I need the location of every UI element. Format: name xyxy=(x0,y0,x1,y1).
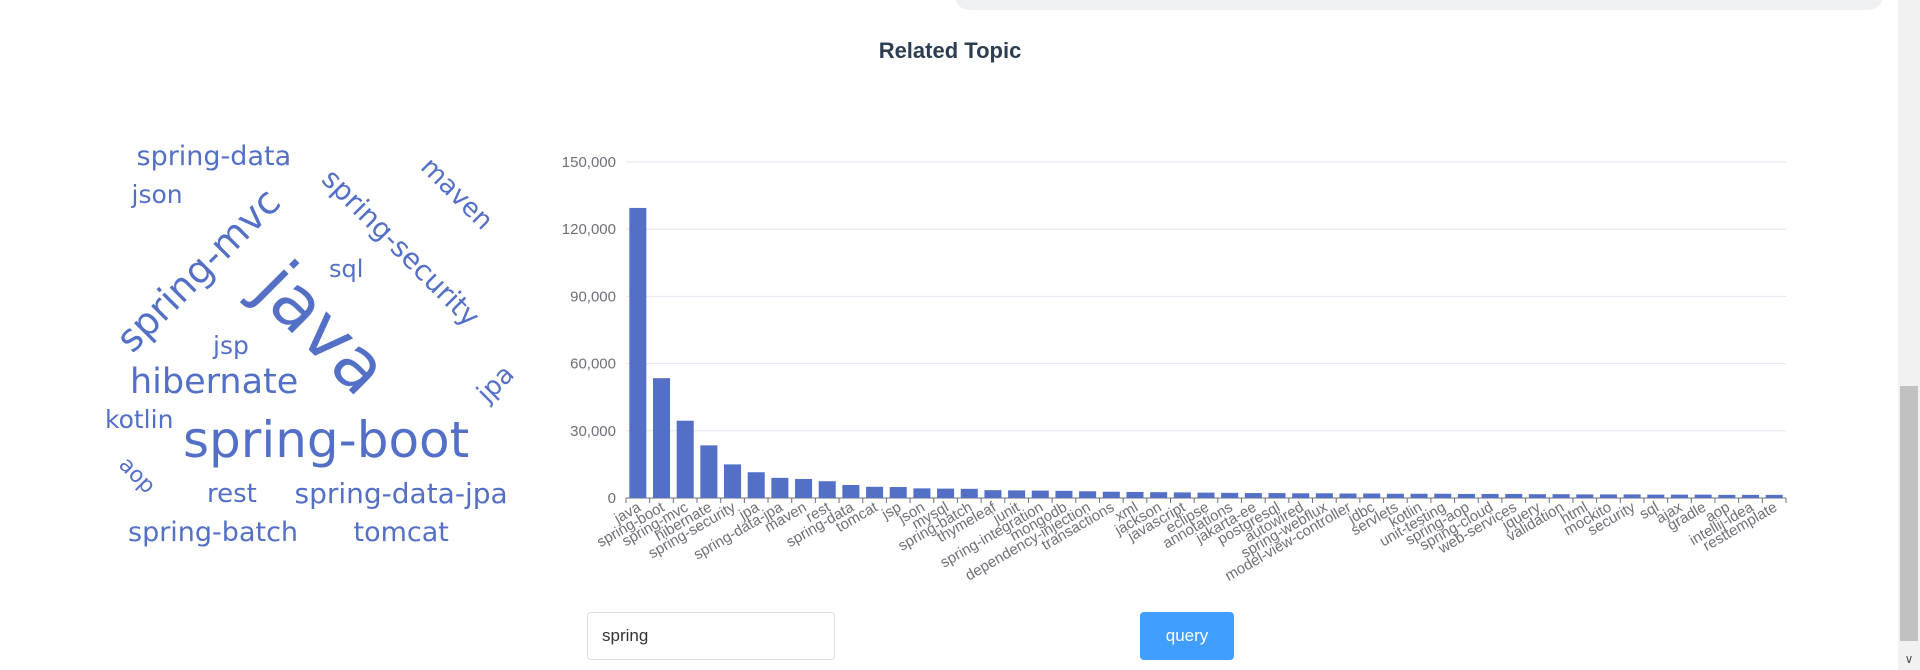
y-tick-label: 30,000 xyxy=(570,423,616,440)
bar xyxy=(1457,493,1475,498)
bar xyxy=(1173,492,1191,498)
bar xyxy=(842,485,860,498)
bar xyxy=(1741,494,1760,498)
cloud-word[interactable]: kotlin xyxy=(105,404,174,434)
scroll-down-arrow-icon[interactable]: ∨ xyxy=(1904,652,1914,666)
bar xyxy=(1505,493,1523,498)
cloud-word[interactable]: sql xyxy=(329,255,364,283)
cloud-word[interactable]: tomcat xyxy=(353,516,449,548)
cloud-word[interactable]: json xyxy=(131,179,183,209)
bar xyxy=(866,486,884,498)
bar xyxy=(960,488,978,498)
bar xyxy=(1386,493,1404,498)
y-tick-label: 0 xyxy=(608,490,616,507)
bar xyxy=(1221,492,1239,498)
bar xyxy=(1363,493,1381,498)
bar xyxy=(700,445,718,498)
y-tick-label: 120,000 xyxy=(562,221,616,238)
bar xyxy=(1434,493,1452,498)
bar xyxy=(1670,494,1688,498)
bar xyxy=(1150,492,1168,498)
query-button[interactable]: query xyxy=(1140,612,1234,660)
bar xyxy=(1244,493,1262,498)
x-tick-label: security xyxy=(1585,498,1639,539)
bar xyxy=(1718,494,1736,498)
bar xyxy=(1576,494,1594,498)
bar xyxy=(1079,491,1097,498)
bar xyxy=(1126,491,1144,498)
cloud-word[interactable]: jsp xyxy=(213,330,249,360)
bar xyxy=(913,488,931,498)
bar xyxy=(1694,494,1712,498)
page-title: Related Topic xyxy=(878,38,1022,63)
cloud-word[interactable]: hibernate xyxy=(130,361,299,402)
scrollbar-thumb[interactable] xyxy=(1900,386,1918,641)
bar xyxy=(1315,493,1333,498)
bar xyxy=(1268,493,1286,498)
bar xyxy=(1031,490,1049,498)
cloud-word[interactable]: spring-data-jpa xyxy=(294,477,508,510)
bar xyxy=(1008,490,1026,498)
y-tick-label: 150,000 xyxy=(562,154,616,171)
bar xyxy=(795,478,813,498)
bar xyxy=(747,472,765,498)
related-topic-bar-chart: 030,00060,00090,000120,000150,000javaspr… xyxy=(562,154,1787,585)
bar xyxy=(1339,493,1357,498)
bar xyxy=(724,464,742,498)
bar xyxy=(629,207,647,499)
bar xyxy=(1292,493,1310,498)
bar xyxy=(818,481,836,498)
cloud-word[interactable]: jpa xyxy=(471,359,521,409)
bar xyxy=(652,378,671,498)
cloud-word[interactable]: maven xyxy=(413,151,499,237)
bar xyxy=(1623,494,1641,498)
bar xyxy=(1055,490,1073,498)
bar xyxy=(1528,494,1546,498)
bar xyxy=(889,487,907,498)
bar xyxy=(1552,494,1570,498)
top-panel xyxy=(955,0,1883,10)
cloud-word[interactable]: spring-boot xyxy=(183,411,470,469)
bar xyxy=(1102,491,1120,498)
bar xyxy=(937,488,955,498)
y-tick-label: 90,000 xyxy=(570,288,616,305)
bar xyxy=(1765,494,1783,498)
bar xyxy=(984,490,1002,498)
bar xyxy=(1410,493,1428,498)
bar xyxy=(1599,494,1617,498)
bar xyxy=(1481,493,1499,498)
bar xyxy=(1647,494,1665,498)
bar xyxy=(771,477,789,498)
bar xyxy=(1197,492,1215,498)
search-input[interactable] xyxy=(587,612,835,660)
cloud-word[interactable]: rest xyxy=(207,479,257,509)
cloud-word[interactable]: aop xyxy=(113,452,160,499)
cloud-word[interactable]: spring-data xyxy=(136,140,292,172)
bar xyxy=(676,420,694,498)
cloud-word[interactable]: spring-batch xyxy=(128,516,299,548)
word-cloud: java spring-boot spring-mvc hibernate spring… xyxy=(0,0,540,600)
y-tick-label: 60,000 xyxy=(570,356,616,373)
